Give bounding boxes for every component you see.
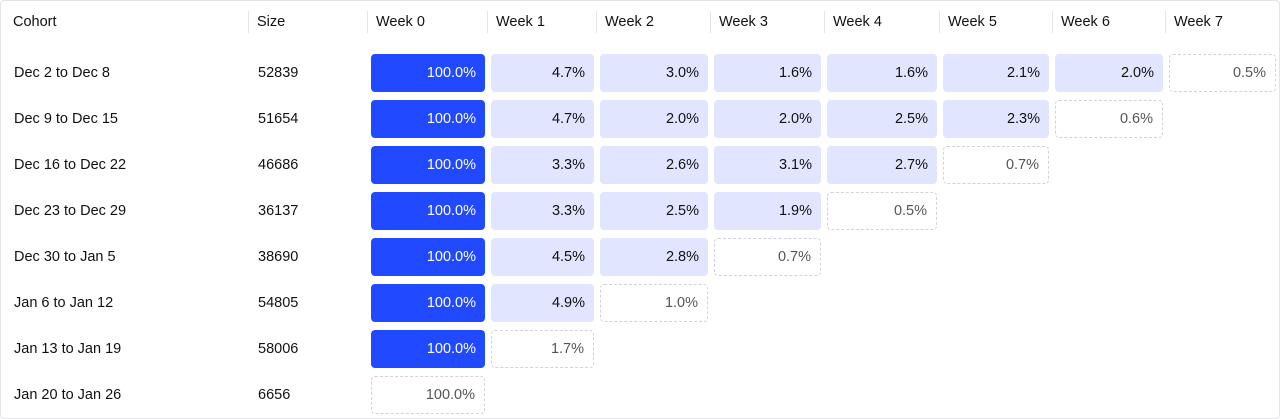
cohort-label: Dec 9 to Dec 15 xyxy=(14,111,118,127)
retention-cell-week-2[interactable]: 2.5% xyxy=(600,192,708,230)
retention-cell-week-1[interactable]: 1.7% xyxy=(491,330,594,368)
column-divider[interactable] xyxy=(367,11,368,33)
column-header-week-5[interactable]: Week 5 xyxy=(948,14,997,30)
cohort-label: Dec 16 to Dec 22 xyxy=(14,157,127,173)
retention-cell-week-3[interactable]: 0.7% xyxy=(714,238,821,276)
column-header-week-4[interactable]: Week 4 xyxy=(833,14,882,30)
cohort-size: 54805 xyxy=(258,295,299,311)
cohort-label: Dec 23 to Dec 29 xyxy=(14,203,127,219)
retention-cell-week-3[interactable]: 1.6% xyxy=(714,54,821,92)
cohort-size: 58006 xyxy=(258,341,299,357)
cohort-label: Dec 2 to Dec 8 xyxy=(14,65,110,81)
column-header-size[interactable]: Size xyxy=(257,14,286,30)
retention-cell-week-0[interactable]: 100.0% xyxy=(371,376,485,414)
retention-cell-week-1[interactable]: 3.3% xyxy=(491,146,594,184)
column-header-week-0[interactable]: Week 0 xyxy=(376,14,425,30)
column-divider[interactable] xyxy=(596,11,597,33)
column-divider[interactable] xyxy=(824,11,825,33)
retention-cell-week-4[interactable]: 1.6% xyxy=(827,54,937,92)
cohort-label: Dec 30 to Jan 5 xyxy=(14,249,116,265)
column-header-cohort[interactable]: Cohort xyxy=(13,14,57,30)
cohort-size: 46686 xyxy=(258,157,299,173)
cohort-label: Jan 20 to Jan 26 xyxy=(14,387,122,403)
retention-cell-week-2[interactable]: 2.6% xyxy=(600,146,708,184)
retention-cell-week-5[interactable]: 2.1% xyxy=(943,54,1049,92)
column-divider[interactable] xyxy=(1052,11,1053,33)
column-header-week-1[interactable]: Week 1 xyxy=(496,14,545,30)
retention-cell-week-4[interactable]: 0.5% xyxy=(827,192,937,230)
retention-cell-week-1[interactable]: 4.9% xyxy=(491,284,594,322)
retention-cell-week-1[interactable]: 4.7% xyxy=(491,54,594,92)
retention-cell-week-0[interactable]: 100.0% xyxy=(371,330,485,368)
retention-cell-week-0[interactable]: 100.0% xyxy=(371,238,485,276)
cohort-size: 52839 xyxy=(258,65,299,81)
retention-cell-week-2[interactable]: 3.0% xyxy=(600,54,708,92)
column-divider[interactable] xyxy=(1165,11,1166,33)
retention-cell-week-3[interactable]: 1.9% xyxy=(714,192,821,230)
column-header-week-2[interactable]: Week 2 xyxy=(605,14,654,30)
column-header-week-6[interactable]: Week 6 xyxy=(1061,14,1110,30)
retention-cell-week-7[interactable]: 0.5% xyxy=(1169,54,1276,92)
cohort-label: Jan 6 to Jan 12 xyxy=(14,295,114,311)
retention-cell-week-3[interactable]: 2.0% xyxy=(714,100,821,138)
retention-cell-week-5[interactable]: 2.3% xyxy=(943,100,1049,138)
cohort-size: 51654 xyxy=(258,111,299,127)
retention-cell-week-0[interactable]: 100.0% xyxy=(371,146,485,184)
cohort-size: 6656 xyxy=(258,387,291,403)
column-divider[interactable] xyxy=(248,11,249,33)
retention-cell-week-6[interactable]: 0.6% xyxy=(1055,100,1163,138)
retention-cell-week-0[interactable]: 100.0% xyxy=(371,100,485,138)
retention-cell-week-4[interactable]: 2.5% xyxy=(827,100,937,138)
retention-cell-week-1[interactable]: 4.7% xyxy=(491,100,594,138)
retention-cell-week-2[interactable]: 2.0% xyxy=(600,100,708,138)
retention-cell-week-1[interactable]: 4.5% xyxy=(491,238,594,276)
retention-cell-week-1[interactable]: 3.3% xyxy=(491,192,594,230)
retention-cell-week-3[interactable]: 3.1% xyxy=(714,146,821,184)
column-header-week-7[interactable]: Week 7 xyxy=(1174,14,1223,30)
retention-cell-week-2[interactable]: 2.8% xyxy=(600,238,708,276)
retention-cell-week-6[interactable]: 2.0% xyxy=(1055,54,1163,92)
cohort-size: 36137 xyxy=(258,203,299,219)
retention-cell-week-2[interactable]: 1.0% xyxy=(600,284,708,322)
retention-cell-week-0[interactable]: 100.0% xyxy=(371,284,485,322)
column-divider[interactable] xyxy=(487,11,488,33)
retention-cell-week-4[interactable]: 2.7% xyxy=(827,146,937,184)
cohort-size: 38690 xyxy=(258,249,299,265)
retention-cell-week-0[interactable]: 100.0% xyxy=(371,192,485,230)
cohort-label: Jan 13 to Jan 19 xyxy=(14,341,122,357)
column-divider[interactable] xyxy=(710,11,711,33)
column-divider[interactable] xyxy=(939,11,940,33)
retention-cell-week-0[interactable]: 100.0% xyxy=(371,54,485,92)
retention-cell-week-5[interactable]: 0.7% xyxy=(943,146,1049,184)
column-header-week-3[interactable]: Week 3 xyxy=(719,14,768,30)
